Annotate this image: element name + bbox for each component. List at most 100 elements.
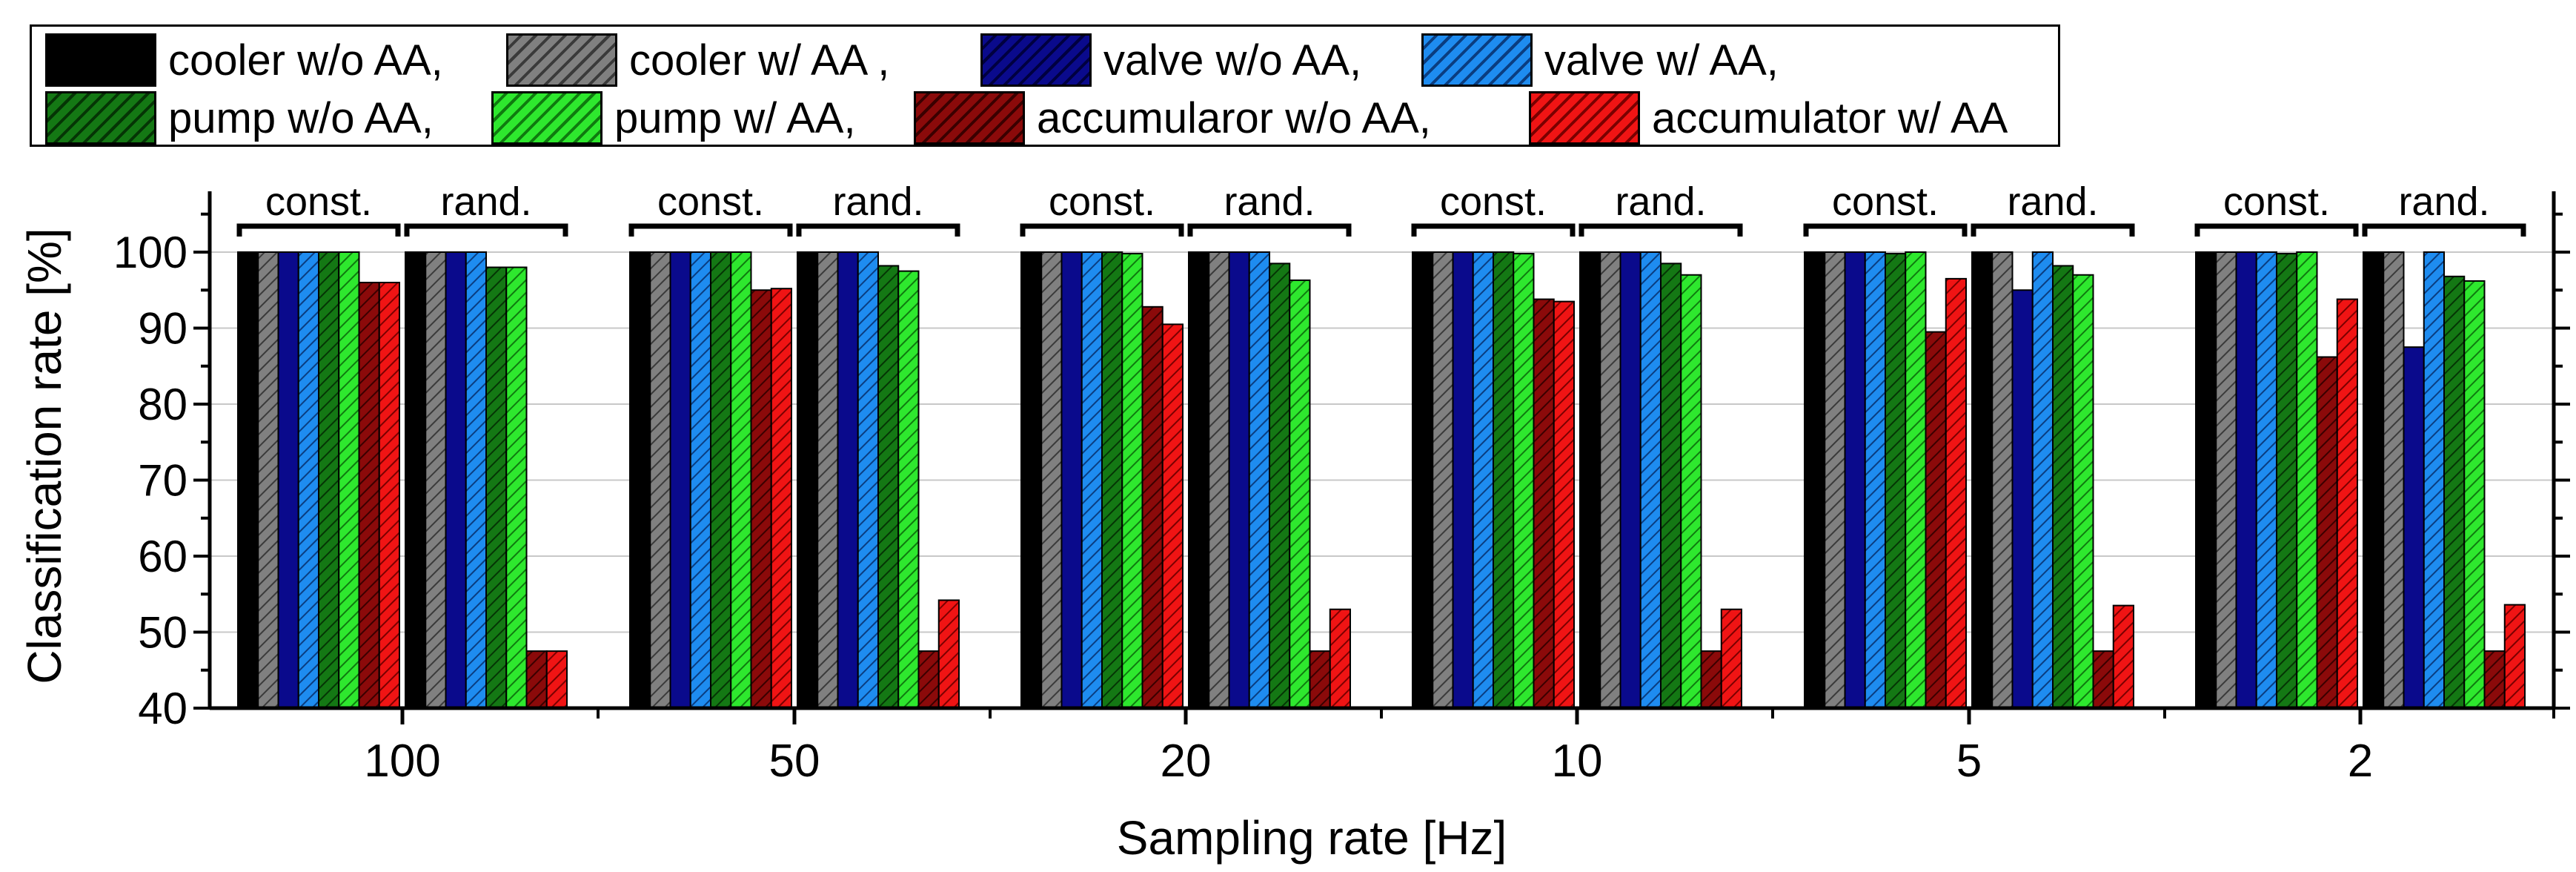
- bar: [525, 650, 548, 709]
- x-tick-label: 2: [2348, 736, 2373, 787]
- bar: [237, 251, 259, 709]
- bar: [1700, 650, 1722, 709]
- subgroup-bracket: [404, 223, 568, 237]
- bar: [1432, 251, 1454, 709]
- legend-item-pump-wo-aa: pump w/o AA,: [45, 91, 434, 145]
- bar: [710, 251, 732, 709]
- bar: [1121, 253, 1143, 709]
- bar: [2255, 251, 2277, 709]
- legend-label: valve w/ AA,: [1544, 36, 1779, 85]
- legend-swatch: [491, 91, 602, 145]
- bar: [1905, 251, 1927, 709]
- bar: [1493, 251, 1515, 709]
- bar: [1208, 251, 1230, 709]
- bar: [1533, 298, 1555, 709]
- bar: [2235, 251, 2257, 709]
- subgroup-bracket: [2194, 223, 2359, 237]
- bar: [405, 251, 427, 709]
- bar: [1412, 251, 1434, 709]
- y-tick-label: 60: [138, 532, 187, 581]
- subgroup-label: const.: [657, 179, 764, 224]
- subgroup-bracket: [1579, 223, 1743, 237]
- legend-swatch: [914, 91, 1025, 145]
- bar: [1660, 262, 1682, 709]
- legend-item-accumulator-wo-aa: accumularor w/o AA,: [914, 91, 1431, 145]
- bars: [237, 251, 2526, 710]
- bar: [2443, 275, 2466, 709]
- bar: [2296, 251, 2318, 709]
- bar: [877, 265, 900, 709]
- subgroup-brackets: const. rand. const. rand. const. rand. const. r…: [236, 179, 2526, 237]
- bar: [1599, 251, 1621, 709]
- y-tick-label: 40: [138, 684, 187, 733]
- subgroup-bracket: [1020, 223, 1184, 237]
- bar: [1680, 274, 1702, 709]
- bar: [2316, 356, 2338, 709]
- legend-item-valve-w-aa: valve w/ AA,: [1421, 33, 1779, 87]
- legend-item-cooler-w-aa: cooler w/ AA ,: [506, 33, 890, 87]
- bar: [2092, 650, 2114, 709]
- bar: [277, 251, 299, 709]
- y-tick-label: 100: [113, 228, 187, 277]
- bar: [1228, 251, 1250, 709]
- subgroup-label: const.: [1440, 179, 1547, 224]
- bar: [797, 251, 819, 709]
- bar: [2463, 280, 2486, 709]
- bar: [857, 251, 879, 709]
- bar: [2276, 253, 2298, 709]
- legend-label: cooler w/ AA ,: [629, 36, 890, 85]
- bar: [2383, 251, 2405, 709]
- x-tick-label: 10: [1552, 736, 1603, 787]
- bar: [465, 251, 487, 709]
- bar: [378, 282, 400, 709]
- subgroup-label: rand.: [832, 179, 923, 224]
- subgroup-label: const.: [1832, 179, 1939, 224]
- bar: [1991, 251, 2014, 709]
- legend-label: accumularor w/o AA,: [1037, 93, 1431, 142]
- bar: [1020, 251, 1043, 709]
- bar: [505, 266, 528, 709]
- bar: [649, 251, 671, 709]
- bar: [1248, 251, 1270, 709]
- subgroup-bracket: [1187, 223, 1352, 237]
- subgroup-bracket: [796, 223, 960, 237]
- legend-swatch: [1529, 91, 1640, 145]
- legend-label: pump w/o AA,: [168, 93, 434, 142]
- bar: [1472, 251, 1494, 709]
- bar: [2423, 251, 2445, 709]
- bar: [1329, 608, 1351, 709]
- bar: [2195, 251, 2217, 709]
- legend-label: cooler w/o AA,: [168, 36, 443, 85]
- legend-label: valve w/o AA,: [1103, 36, 1362, 85]
- bar: [1945, 277, 1967, 709]
- bar: [1161, 323, 1184, 709]
- bar: [1188, 251, 1210, 709]
- legend: cooler w/o AA, cooler w/ AA , valve w/o …: [30, 24, 2060, 147]
- bar: [1553, 300, 1575, 709]
- bar: [2483, 650, 2506, 709]
- bar: [2011, 289, 2034, 709]
- legend-swatch: [45, 33, 156, 87]
- bar: [2403, 346, 2425, 709]
- subgroup-label: const.: [265, 179, 372, 224]
- subgroup-label: rand.: [440, 179, 531, 224]
- legend-item-valve-wo-aa: valve w/o AA,: [980, 33, 1362, 87]
- x-tick-label: 50: [769, 736, 820, 787]
- bar: [358, 282, 380, 709]
- bar: [689, 251, 711, 709]
- x-tick-label: 5: [1956, 736, 1982, 787]
- subgroup-bracket: [1803, 223, 1968, 237]
- legend-item-accumulator-w-aa: accumulator w/ AA: [1529, 91, 2008, 145]
- y-tick-label: 50: [138, 608, 187, 658]
- axes: 40 50 60 70 80 90 100 100 50 20 10 5 2: [113, 191, 2570, 787]
- subgroup-label: const.: [2223, 179, 2330, 224]
- bar: [257, 251, 279, 709]
- legend-swatch: [45, 91, 156, 145]
- subgroup-label: rand.: [1615, 179, 1706, 224]
- bar: [1619, 251, 1641, 709]
- bar: [318, 251, 340, 709]
- bar: [1080, 251, 1103, 709]
- x-tick-label: 20: [1161, 736, 1212, 787]
- bar: [2336, 298, 2358, 709]
- bar: [1844, 251, 1866, 709]
